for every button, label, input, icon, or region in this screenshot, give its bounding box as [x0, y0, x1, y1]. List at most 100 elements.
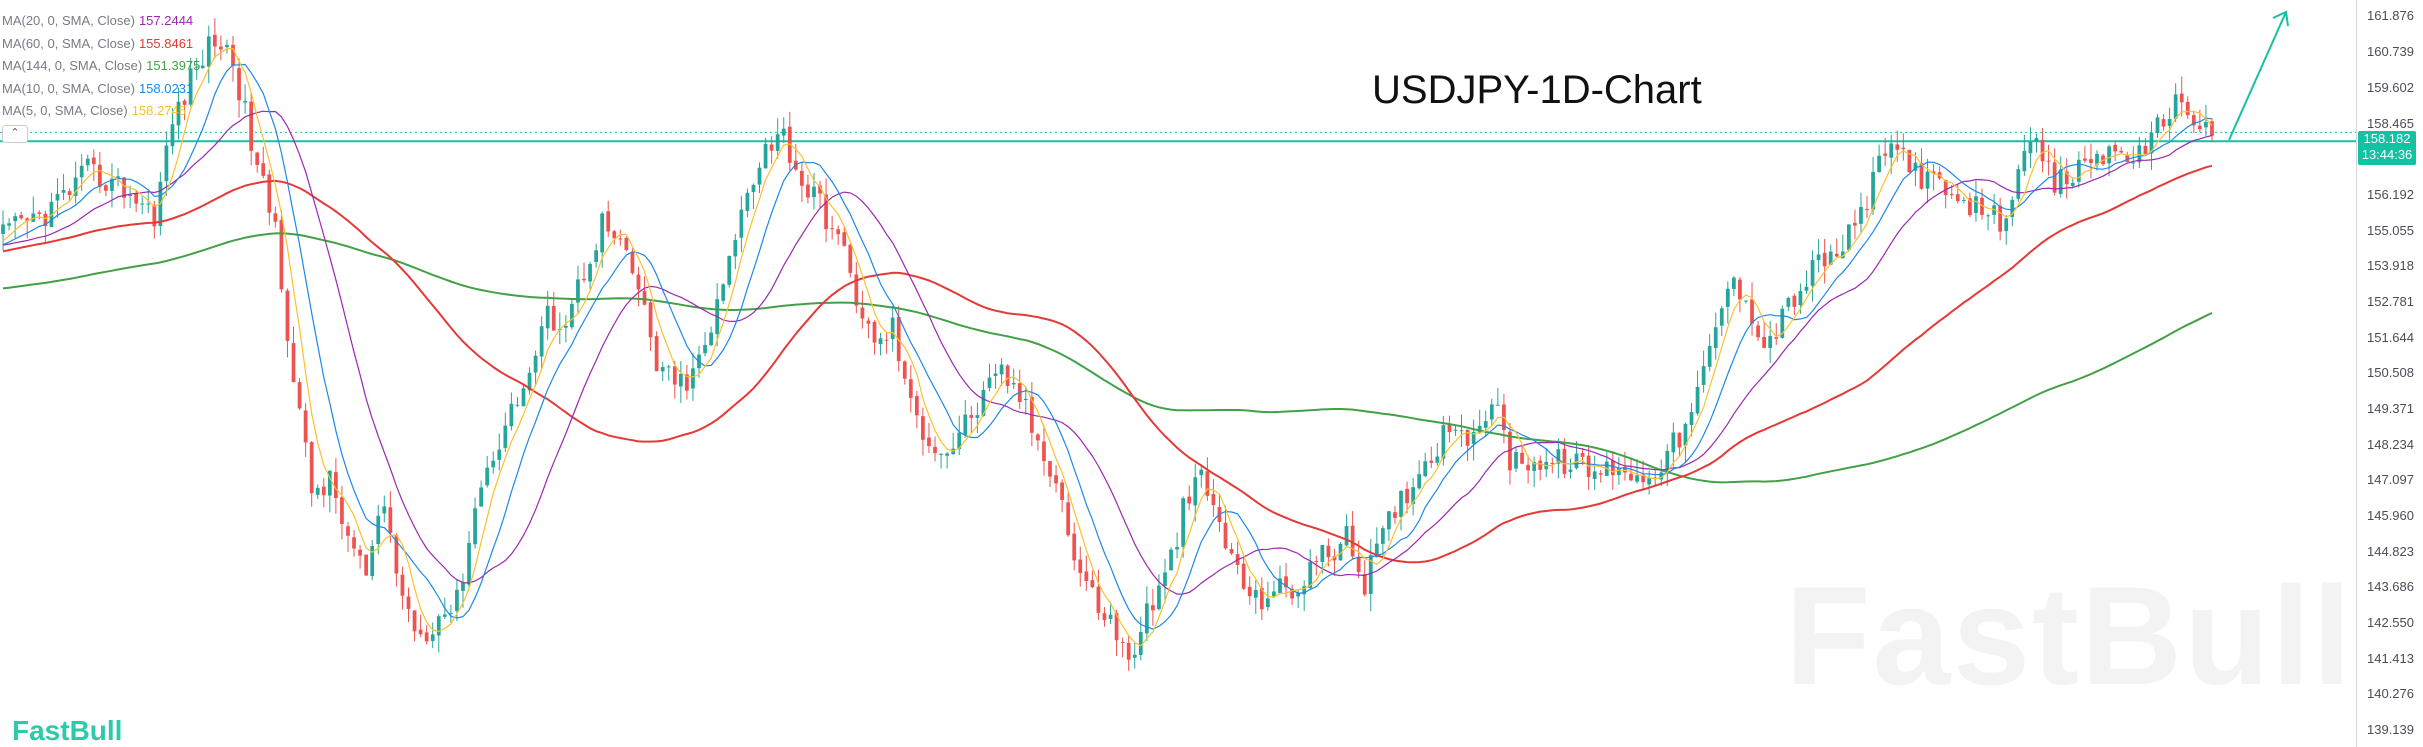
candle-body	[709, 332, 713, 346]
candle-body	[963, 414, 968, 435]
candle-body	[1483, 421, 1488, 428]
candle	[636, 266, 641, 307]
candle	[1834, 238, 1839, 258]
candle-body	[1526, 464, 1530, 471]
legend-ma10[interactable]: MA(10, 0, SMA, Close) 158.0231	[2, 80, 194, 96]
candle	[1816, 239, 1821, 273]
candle	[1066, 492, 1071, 537]
legend-ma20[interactable]: MA(20, 0, SMA, Close) 157.2444	[2, 13, 194, 28]
candle-body	[140, 203, 145, 205]
candle-body	[1205, 471, 1210, 496]
candle-body	[212, 34, 217, 47]
candle	[660, 361, 665, 382]
price-tick-label: 158.465	[2367, 115, 2414, 131]
candle-body	[1653, 477, 1658, 480]
candle-body	[461, 582, 465, 591]
candle-body	[921, 416, 925, 440]
candle-body	[134, 193, 139, 204]
candle-body	[1393, 512, 1397, 518]
candle	[1574, 441, 1579, 470]
collapse-legend-button[interactable]: ⌃	[2, 125, 28, 143]
candle	[1429, 446, 1434, 469]
candle	[1114, 609, 1119, 657]
candle	[61, 173, 66, 201]
candle-body	[267, 174, 272, 213]
candle	[842, 227, 847, 247]
candle	[1199, 464, 1204, 488]
candle-body	[999, 364, 1004, 375]
candle-body	[787, 126, 792, 163]
candle	[975, 402, 980, 434]
candle-body	[563, 325, 568, 328]
price-axis[interactable]: 161.876160.739159.602158.465157.329156.1…	[2356, 0, 2423, 747]
candle-body	[1895, 144, 1900, 150]
candle	[1762, 322, 1767, 349]
candle-body	[1023, 398, 1028, 401]
candle	[884, 332, 889, 354]
candle-body	[733, 239, 738, 257]
candle-body	[830, 228, 835, 230]
candle	[1054, 465, 1058, 493]
candle	[212, 18, 217, 59]
legend-ma144[interactable]: MA(144, 0, SMA, Close) 151.3975	[2, 58, 201, 73]
legend-ma60[interactable]: MA(60, 0, SMA, Close) 155.8461	[2, 35, 194, 51]
candle-body	[1157, 585, 1161, 610]
candle	[1943, 179, 1948, 209]
candle-body	[122, 177, 126, 198]
candle	[709, 326, 713, 347]
candle	[291, 326, 296, 383]
candle-body	[1465, 429, 1470, 446]
candle	[1792, 293, 1797, 315]
candle	[1532, 456, 1537, 488]
candle-body	[1011, 382, 1016, 385]
candle-body	[1338, 543, 1343, 561]
candle-body	[2191, 115, 2196, 126]
candle-body	[630, 251, 635, 274]
candle-body	[194, 66, 199, 68]
candle	[1968, 192, 1972, 218]
candle	[2046, 144, 2051, 176]
candle-body	[2119, 150, 2124, 153]
candle	[1750, 282, 1754, 336]
legend-ma5[interactable]: MA(5, 0, SMA, Close) 158.2745	[2, 103, 186, 118]
brand-logo: FastBull	[12, 715, 123, 746]
candle	[315, 484, 320, 499]
candle-body	[104, 185, 108, 191]
candle-body	[1756, 325, 1760, 338]
candle-body	[370, 545, 375, 577]
candle-body	[1659, 472, 1664, 480]
candle-body	[1296, 593, 1301, 597]
candle	[1768, 320, 1773, 364]
candle-body	[824, 194, 828, 230]
candle-body	[1151, 605, 1155, 611]
candle	[1937, 166, 1942, 181]
candle	[1810, 250, 1815, 302]
candle	[515, 396, 520, 408]
candle-body	[430, 634, 435, 642]
candle	[1859, 192, 1863, 234]
chart-title: USDJPY-1D-Chart	[1372, 68, 1702, 112]
candle-body	[812, 186, 816, 198]
candle	[848, 243, 853, 278]
candle-body	[933, 446, 937, 454]
candle	[1284, 563, 1288, 598]
candle	[1187, 485, 1192, 511]
candle-body	[1889, 143, 1894, 158]
candle-body	[1846, 224, 1851, 250]
candle-body	[1514, 452, 1518, 469]
candle	[2191, 111, 2196, 134]
candle-body	[642, 291, 647, 305]
candle-body	[884, 339, 889, 341]
candle	[872, 320, 877, 355]
candle	[255, 151, 260, 173]
chart-plot-area[interactable]	[0, 0, 2356, 747]
candle	[479, 480, 484, 507]
candle	[491, 451, 496, 474]
candle-body	[1617, 467, 1621, 476]
candle-body	[467, 542, 471, 585]
candle-body	[1877, 155, 1881, 173]
candle-body	[2155, 117, 2160, 134]
candle	[1846, 224, 1851, 252]
candle	[1181, 496, 1186, 558]
candle-body	[1853, 222, 1857, 226]
